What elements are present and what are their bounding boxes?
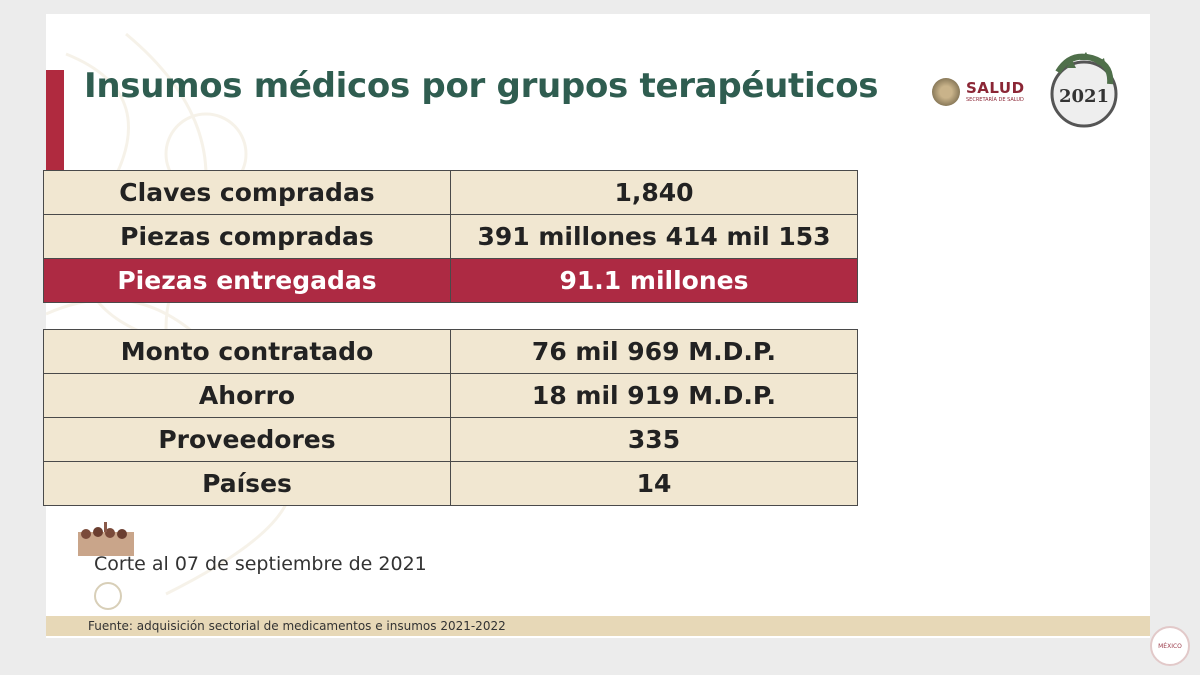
row-label: Proveedores [43,417,451,462]
seal-icon [94,582,122,610]
salud-wordmark: SALUD [966,79,1025,97]
source-text: Fuente: adquisición sectorial de medicam… [88,619,506,633]
table-row: Monto contratado 76 mil 969 M.D.P. [43,329,858,374]
table-row: Piezas compradas 391 millones 414 mil 15… [43,214,858,259]
page-title: Insumos médicos por grupos terapéuticos [84,66,879,106]
cutoff-note: Corte al 07 de septiembre de 2021 [94,553,427,575]
mexico-2021-logo: 2021 [1050,52,1118,128]
footer-bar: Fuente: adquisición sectorial de medicam… [46,616,1150,636]
logo-year: 2021 [1059,86,1109,107]
row-value: 335 [450,417,858,462]
table-row: Ahorro 18 mil 919 M.D.P. [43,373,858,418]
salud-logo: SALUD SECRETARÍA DE SALUD [932,72,1052,112]
table-row: Países 14 [43,461,858,506]
row-value: 14 [450,461,858,506]
row-value: 1,840 [450,170,858,215]
row-value: 76 mil 969 M.D.P. [450,329,858,374]
accent-bar [46,70,64,170]
row-label: Monto contratado [43,329,451,374]
supply-table: Claves compradas 1,840 Piezas compradas … [43,170,858,303]
slide: Insumos médicos por grupos terapéuticos … [46,14,1150,638]
table-row: Proveedores 335 [43,417,858,462]
gobierno-seal-icon: MÉXICO [1150,626,1190,666]
row-label: Ahorro [43,373,451,418]
row-label: Claves compradas [43,170,451,215]
heroes-illustration-icon [78,522,134,556]
row-label: Países [43,461,451,506]
row-value: 91.1 millones [450,258,858,303]
row-label: Piezas compradas [43,214,451,259]
table-row-highlight: Piezas entregadas 91.1 millones [43,258,858,303]
row-value: 391 millones 414 mil 153 [450,214,858,259]
table-row: Claves compradas 1,840 [43,170,858,215]
salud-subtitle: SECRETARÍA DE SALUD [966,97,1024,103]
contract-table: Monto contratado 76 mil 969 M.D.P. Ahorr… [43,329,858,506]
salud-seal-icon [932,78,960,106]
row-label: Piezas entregadas [43,258,451,303]
row-value: 18 mil 919 M.D.P. [450,373,858,418]
